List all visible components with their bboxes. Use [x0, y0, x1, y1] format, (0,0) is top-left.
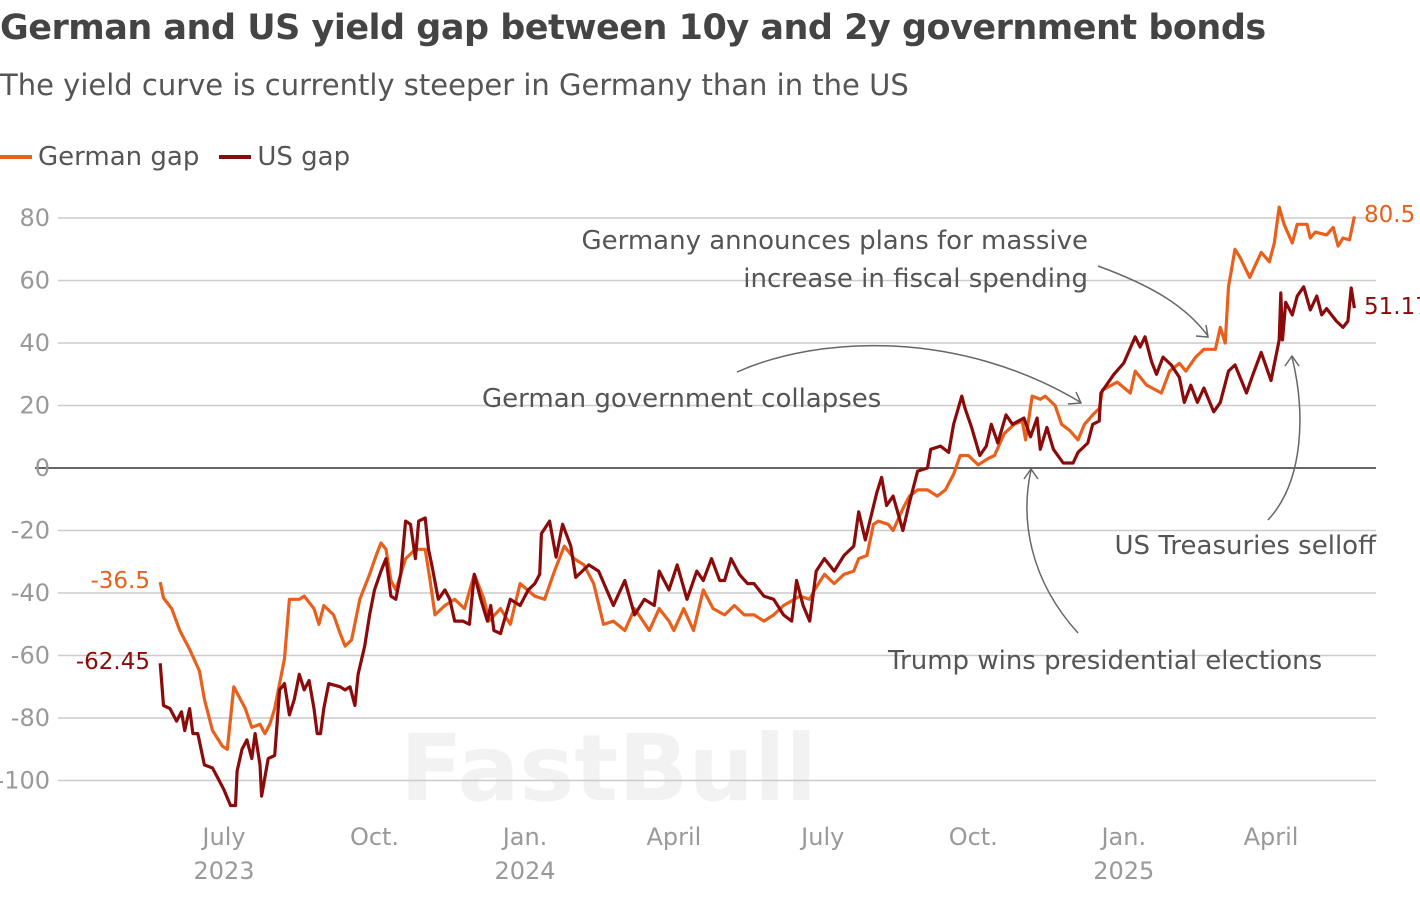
x-tick-label: April [1244, 823, 1299, 851]
y-axis: 80 60 40 20 0 -20 -40 -60 -80 -100 [0, 204, 50, 795]
annotation-arrowhead-selloff [1284, 354, 1300, 367]
legend-label-us: US gap [257, 142, 351, 172]
watermark: FastBull [400, 715, 817, 822]
x-tick-label: April [646, 823, 701, 851]
annotation-fiscal-line1: Germany announces plans for massive [581, 226, 1088, 256]
x-tick-label: Jan. [501, 823, 548, 851]
y-tick-label: 60 [19, 267, 50, 295]
annotation-arrow-collapse [736, 344, 1081, 403]
chart-title: German and US yield gap between 10y and … [0, 8, 1266, 48]
series-line-german [158, 205, 1356, 751]
gridlines [35, 217, 1376, 782]
x-tick-year-label: 2024 [494, 857, 555, 885]
x-tick-year-label: 2023 [193, 857, 254, 885]
legend-swatch-german [0, 155, 32, 159]
y-tick-label: -40 [11, 579, 50, 607]
annotation-trump: Trump wins presidential elections [887, 646, 1322, 676]
annotations [736, 265, 1301, 634]
x-tick-label: July [799, 823, 844, 851]
end-label-us: 51.17 [1364, 294, 1420, 320]
x-tick-label: Oct. [350, 823, 399, 851]
series-line-us [158, 285, 1356, 808]
y-tick-label: 80 [19, 204, 50, 232]
chart-subtitle: The yield curve is currently steeper in … [0, 68, 909, 102]
y-tick-label: 40 [19, 329, 50, 357]
x-tick-year-label: 2025 [1093, 857, 1154, 885]
annotation-arrowhead-collapse [1067, 391, 1083, 405]
annotation-arrowhead-trump [1023, 467, 1039, 480]
start-label-german: -36.5 [90, 568, 150, 594]
annotation-fiscal-line2: increase in fiscal spending [743, 264, 1088, 294]
end-label-german: 80.5 [1364, 202, 1415, 228]
annotation-selloff: US Treasuries selloff [1115, 531, 1378, 561]
annotation-arrow-trump [1026, 469, 1079, 634]
x-tick-label: Oct. [949, 823, 998, 851]
legend: German gap US gap [0, 142, 350, 172]
x-tick-label: July [200, 823, 245, 851]
annotation-collapse: German government collapses [482, 384, 881, 414]
start-label-us: -62.45 [76, 649, 150, 675]
annotation-arrow-fiscal [1097, 265, 1209, 337]
legend-swatch-us [219, 155, 252, 159]
series-lines [158, 205, 1356, 808]
legend-item-german: German gap [0, 142, 199, 172]
y-tick-label: -80 [11, 704, 50, 732]
y-tick-label: 0 [35, 454, 50, 482]
x-tick-label: Jan. [1099, 823, 1146, 851]
y-tick-label: -60 [11, 642, 50, 670]
legend-item-us: US gap [219, 142, 350, 172]
annotation-arrowhead-fiscal [1195, 324, 1209, 338]
y-tick-label: -20 [11, 517, 50, 545]
x-axis: July 2023 Oct. Jan. 2024 April July Oct. Jan. 202… [193, 823, 1298, 885]
y-tick-label: 20 [19, 392, 50, 420]
y-tick-label: -100 [0, 767, 50, 795]
legend-label-german: German gap [38, 142, 200, 172]
annotation-arrow-selloff [1267, 356, 1301, 521]
